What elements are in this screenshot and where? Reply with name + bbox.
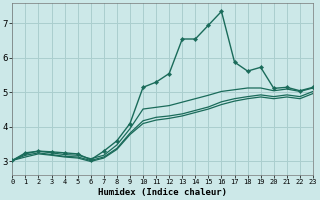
X-axis label: Humidex (Indice chaleur): Humidex (Indice chaleur) [98, 188, 227, 197]
